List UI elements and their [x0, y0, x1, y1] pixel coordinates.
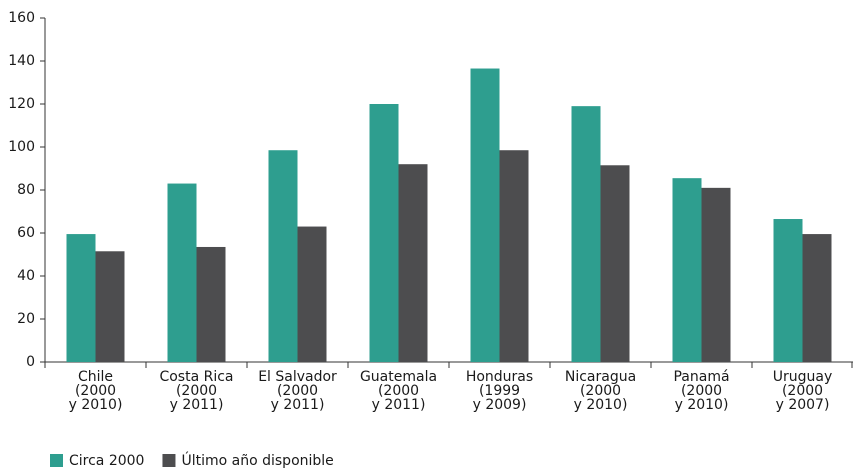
y-tick-label: 160 — [8, 10, 35, 26]
bar — [268, 150, 298, 362]
bar — [672, 178, 702, 362]
bar — [398, 164, 428, 362]
bar — [95, 251, 125, 362]
y-tick-label: 20 — [17, 311, 35, 327]
bar — [369, 104, 399, 362]
x-tick-label: Chile (2000 y 2010) — [68, 369, 123, 413]
bar — [600, 165, 630, 362]
bar — [196, 246, 226, 362]
x-tick-label: Guatemala (2000 y 2011) — [359, 369, 438, 413]
bar — [773, 219, 803, 362]
y-tick-label: 60 — [17, 225, 35, 241]
bar — [802, 234, 832, 362]
y-tick-label: 120 — [8, 96, 35, 112]
bar — [167, 183, 197, 362]
legend-label: Último año disponible — [181, 451, 333, 469]
bar — [297, 226, 327, 362]
y-tick-label: 100 — [8, 139, 35, 155]
x-tick-label: El Salvador (2000 y 2011) — [258, 369, 337, 413]
y-tick-label: 140 — [8, 53, 35, 69]
bar — [499, 150, 529, 362]
x-tick-label: Uruguay (2000 y 2007) — [772, 369, 833, 413]
y-tick-label: 0 — [26, 354, 35, 370]
bar — [470, 68, 500, 363]
x-tick-label: Costa Rica (2000 y 2011) — [159, 369, 234, 413]
x-tick-label: Nicaragua (2000 y 2010) — [564, 369, 637, 413]
bar — [66, 234, 96, 362]
bar — [701, 187, 731, 362]
x-tick-label: Honduras (1999 y 2009) — [465, 369, 534, 413]
legend-swatch — [50, 454, 63, 467]
y-tick-label: 80 — [17, 182, 35, 198]
legend-label: Circa 2000 — [69, 453, 144, 469]
bar — [571, 106, 601, 363]
x-tick-label: Panamá (2000 y 2010) — [673, 369, 730, 413]
y-tick-label: 40 — [17, 268, 35, 284]
legend-swatch — [162, 454, 176, 467]
